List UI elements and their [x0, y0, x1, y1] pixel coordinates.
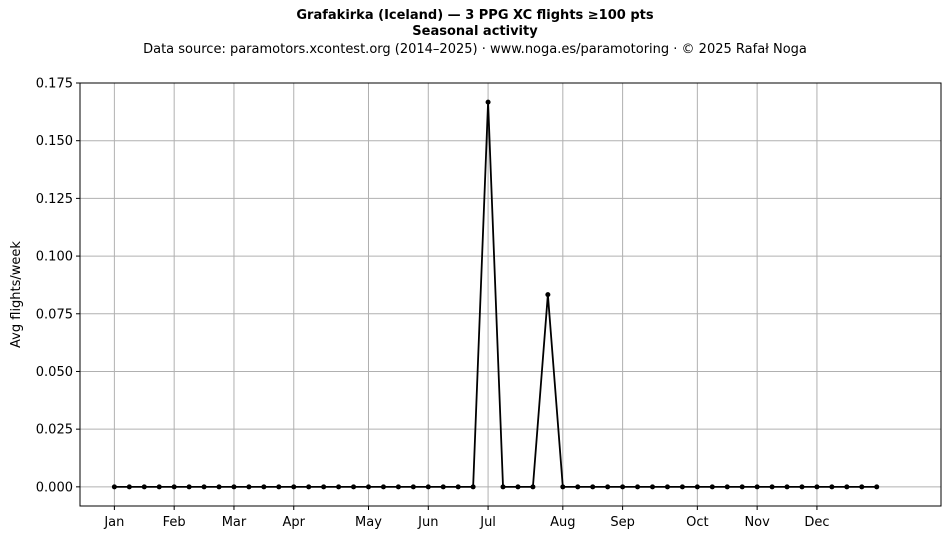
- x-tick-label-sep: Sep: [610, 515, 635, 530]
- data-point: [276, 484, 282, 490]
- series-polyline: [114, 101, 877, 488]
- x-axis: Jan Feb Mar Apr May Jun Jul Aug Sep Oct Nov Dec: [103, 506, 830, 530]
- y-tick-label: 0.050: [36, 365, 73, 380]
- x-tick-label-jun: Jun: [417, 515, 438, 530]
- data-point: [321, 484, 327, 490]
- data-point: [814, 484, 820, 490]
- data-point: [216, 484, 222, 490]
- data-point: [395, 484, 401, 490]
- data-point: [231, 484, 237, 490]
- x-tick-label-apr: Apr: [283, 515, 306, 530]
- x-tick-label-jul: Jul: [479, 515, 496, 530]
- data-point: [485, 99, 491, 105]
- data-point: [171, 484, 177, 490]
- data-point: [336, 484, 342, 490]
- x-tick-label-aug: Aug: [550, 515, 575, 530]
- x-tick-label-jan: Jan: [103, 515, 124, 530]
- y-tick-label: 0.075: [36, 307, 73, 322]
- x-tick-label-nov: Nov: [744, 515, 770, 530]
- data-point: [829, 484, 835, 490]
- data-point: [530, 484, 536, 490]
- data-point: [291, 484, 297, 490]
- data-point: [769, 484, 775, 490]
- data-point: [351, 484, 357, 490]
- data-point: [545, 292, 551, 298]
- data-point: [186, 484, 192, 490]
- y-tick-label: 0.000: [36, 480, 73, 495]
- grid-lines: [80, 82, 941, 506]
- x-tick-label-mar: Mar: [222, 515, 247, 530]
- y-tick-label: 0.125: [36, 192, 73, 207]
- data-point: [470, 484, 476, 490]
- x-tick-label-dec: Dec: [804, 515, 829, 530]
- data-point: [515, 484, 521, 490]
- data-point: [754, 484, 760, 490]
- data-point: [724, 484, 730, 490]
- data-point: [859, 484, 865, 490]
- data-point: [156, 484, 162, 490]
- data-point: [500, 484, 506, 490]
- data-point: [410, 484, 416, 490]
- data-point: [650, 484, 656, 490]
- x-tick-label-oct: Oct: [686, 515, 708, 530]
- y-tick-label: 0.175: [36, 77, 73, 92]
- data-point: [590, 484, 596, 490]
- data-source-note: Data source: paramotors.xcontest.org (20…: [143, 42, 807, 57]
- data-point: [635, 484, 641, 490]
- data-point: [440, 484, 446, 490]
- chart-title: Grafakirka (Iceland) — 3 PPG XC flights …: [296, 8, 654, 23]
- data-point: [126, 484, 132, 490]
- data-point: [620, 484, 626, 490]
- data-point: [560, 484, 566, 490]
- data-point: [380, 484, 386, 490]
- data-point: [694, 484, 700, 490]
- data-point: [874, 484, 880, 490]
- data-point: [799, 484, 805, 490]
- y-tick-label: 0.150: [36, 134, 73, 149]
- data-point: [679, 484, 685, 490]
- data-point: [111, 484, 117, 490]
- x-tick-label-may: May: [355, 515, 382, 530]
- data-point: [306, 484, 312, 490]
- y-axis-label: Avg flights/week: [9, 241, 24, 348]
- data-point: [739, 484, 745, 490]
- y-tick-label: 0.100: [36, 250, 73, 265]
- y-axis: 0.000 0.025 0.050 0.075 0.100 0.125 0.150 0.175: [36, 77, 80, 495]
- data-point: [784, 484, 790, 490]
- data-point: [141, 484, 147, 490]
- data-point: [709, 484, 715, 490]
- data-point: [246, 484, 252, 490]
- data-point: [664, 484, 670, 490]
- chart-subtitle: Seasonal activity: [412, 24, 538, 39]
- series-line: [111, 99, 880, 490]
- data-point: [261, 484, 267, 490]
- data-point: [365, 484, 371, 490]
- data-point: [455, 484, 461, 490]
- x-tick-label-feb: Feb: [163, 515, 186, 530]
- y-tick-label: 0.025: [36, 423, 73, 438]
- data-point: [605, 484, 611, 490]
- data-point: [575, 484, 581, 490]
- data-point: [844, 484, 850, 490]
- data-point: [425, 484, 431, 490]
- plot-frame: [79, 82, 942, 507]
- data-point: [201, 484, 207, 490]
